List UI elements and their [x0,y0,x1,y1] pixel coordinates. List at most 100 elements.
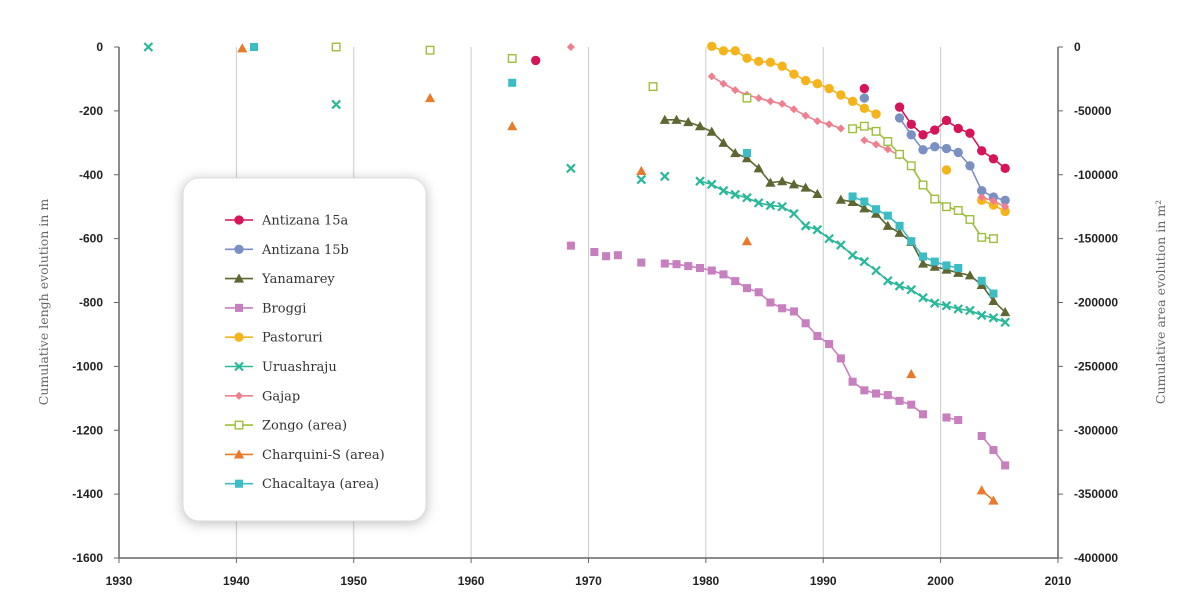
data-point [694,121,706,131]
data-point [1000,163,1010,174]
y-tick-label: -1600 [72,551,103,565]
data-point [965,128,975,138]
data-point [695,176,705,186]
data-point [871,126,881,136]
data-point [753,163,764,173]
data-point [860,136,869,145]
data-point [801,111,810,120]
data-point [637,258,646,267]
data-point [777,176,788,186]
data-point [965,214,975,224]
data-point [812,224,823,235]
data-point [671,114,682,124]
data-point [742,93,752,103]
data-point [872,205,881,214]
legend-marker [234,215,244,225]
y-tick-label: -1400 [72,487,103,501]
data-point [766,97,775,106]
data-point [1000,307,1011,317]
data-point [859,103,870,113]
data-point [765,57,776,68]
legend-item: Antizana 15b [225,243,349,258]
data-point [883,211,892,220]
data-point [859,93,870,103]
data-point [883,137,893,147]
legend-marker [234,391,244,400]
series-chacaltaya-area [249,42,998,298]
data-point [954,416,963,425]
legend-label: Broggi [262,301,306,316]
data-point [836,240,846,250]
y2-axis-label: Cumulative area evolution in m² [1153,200,1168,404]
data-point [1000,206,1010,217]
data-point [507,121,518,131]
data-point [660,259,669,268]
data-point [741,153,753,163]
data-point [754,94,763,103]
data-point [331,99,341,110]
data-point [894,113,905,123]
data-point [741,236,753,246]
series-gajap [566,42,1010,211]
legend-label: Zongo (area) [262,419,347,434]
data-point [706,126,717,136]
data-point [765,177,776,187]
y2-tick-label: -50000 [1074,104,1112,118]
legend-marker [234,479,244,488]
data-point [847,96,858,106]
data-point [953,206,963,215]
data-point [706,179,717,190]
data-point [930,257,939,266]
data-point [941,143,952,154]
series-pastoruri [707,41,1010,217]
data-point [684,262,693,271]
data-point [825,339,834,349]
series-broggi [566,241,1010,470]
data-point [918,180,928,190]
data-point [977,431,986,441]
data-point [953,304,964,314]
x-tick-label: 1930 [106,574,133,588]
y2-axis-ticks: 0 -50000 -100000 -150000 -200000 -250000 -3000… [1058,40,1118,565]
y-tick-label: 0 [96,40,103,54]
legend-marker [234,332,244,342]
data-point [719,79,728,88]
data-point [613,251,622,260]
series-antizana-15a [531,55,1010,174]
data-point [859,256,870,267]
y-tick-label: -1000 [72,359,103,373]
data-point [800,221,811,231]
data-point [237,43,248,53]
data-point [872,389,881,398]
series-uruashraju [143,42,1010,328]
y2-tick-label: -350000 [1074,487,1118,501]
data-point [976,310,987,321]
data-point [895,221,904,230]
vertical-gridlines [235,47,942,558]
series-charquini-s-area [237,43,999,505]
legend-label: Antizana 15a [261,214,349,229]
legend-item: Charquini-S (area) [225,448,385,463]
data-point [953,123,963,134]
data-point [906,130,916,140]
data-point [777,201,787,212]
series-zongo-area [331,42,998,244]
series-layer [143,41,1011,505]
series-antizana-15b [859,93,1010,205]
data-point [953,267,964,277]
data-point [883,391,892,400]
x-tick-label: 1960 [458,574,485,588]
y-tick-label: -1200 [72,423,103,437]
data-point [929,261,940,271]
data-point [847,250,858,261]
data-point [918,252,928,261]
data-point [425,45,435,55]
data-point [977,146,987,156]
data-point [143,42,154,52]
y2-tick-label: -300000 [1074,423,1118,437]
data-point [917,258,929,268]
data-point [871,109,881,119]
data-point [602,252,611,261]
data-point [813,332,822,341]
